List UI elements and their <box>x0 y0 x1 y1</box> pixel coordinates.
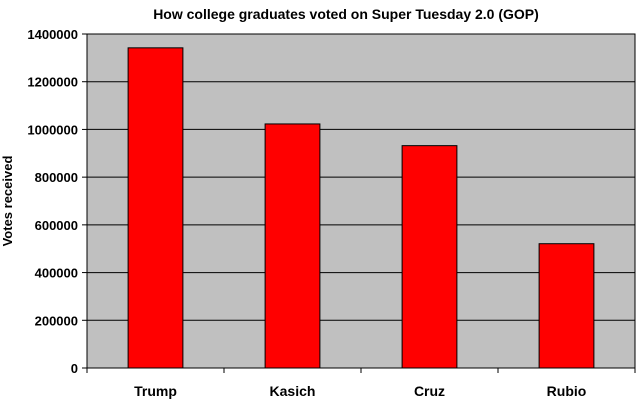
x-tick-label: Kasich <box>270 383 316 399</box>
bar-kasich <box>264 123 321 369</box>
x-tick-label: Trump <box>134 383 177 399</box>
x-tick-label: Rubio <box>547 383 587 399</box>
bar-rubio <box>538 243 595 369</box>
y-tick-label: 1000000 <box>27 122 78 137</box>
y-tick-label: 1200000 <box>27 75 78 90</box>
y-tick-label: 600000 <box>35 218 78 233</box>
plot-area: 0 200000 400000 600000 800000 1000000 1200000 1… <box>27 27 636 399</box>
y-tick-label: 0 <box>71 361 78 376</box>
y-tick-label: 1400000 <box>27 27 78 42</box>
chart-title: How college graduates voted on Super Tue… <box>153 6 539 22</box>
y-tick-label: 200000 <box>35 313 78 328</box>
y-tick-label: 400000 <box>35 266 78 281</box>
y-tick-label: 800000 <box>35 170 78 185</box>
bar-cruz <box>401 145 458 369</box>
y-axis-label: Votes received <box>0 156 15 247</box>
x-tick-label: Cruz <box>414 383 445 399</box>
bar-trump <box>127 47 184 369</box>
